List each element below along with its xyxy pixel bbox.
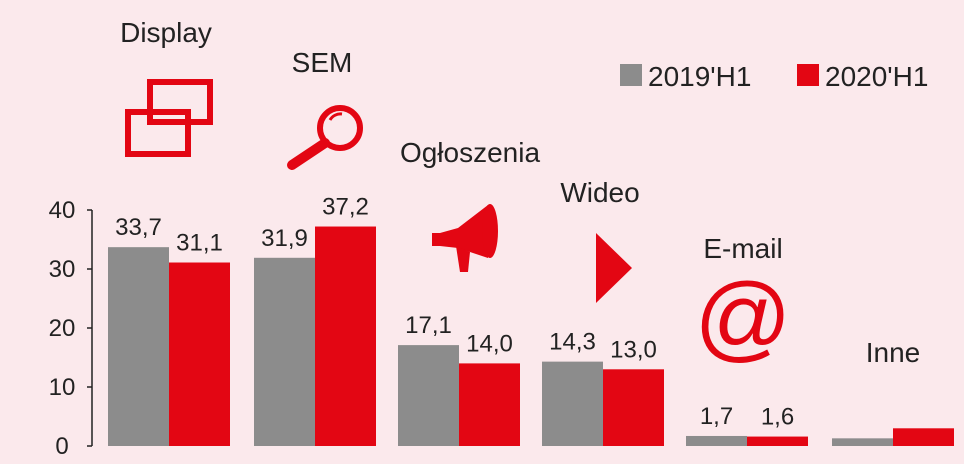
- value-label: 31,9: [261, 225, 308, 252]
- y-tick-label: 10: [49, 374, 76, 401]
- magnifier-icon: [287, 105, 363, 170]
- category-label: Wideo: [560, 177, 639, 208]
- at-sign-icon: @: [694, 264, 791, 371]
- bar-2020H1-0: [169, 262, 230, 446]
- value-label: 17,1: [405, 312, 452, 339]
- bars: [108, 226, 954, 446]
- y-tick-label: 0: [55, 433, 68, 460]
- value-label: 1,7: [700, 403, 733, 430]
- bar-2019H1-2: [398, 345, 459, 446]
- legend: 2019'H1 2020'H1: [620, 61, 928, 92]
- bar-2020H1-5: [893, 428, 954, 446]
- category-label: SEM: [292, 47, 353, 78]
- legend-label-2019: 2019'H1: [648, 61, 751, 92]
- y-ticks: 0 10 20 30 40: [49, 197, 92, 460]
- bar-2020H1-2: [459, 363, 520, 446]
- bar-2019H1-3: [542, 361, 603, 446]
- bar-2019H1-1: [254, 257, 315, 446]
- bar-2019H1-5: [832, 438, 893, 446]
- legend-label-2020: 2020'H1: [825, 61, 928, 92]
- category-label: Inne: [866, 337, 921, 368]
- legend-swatch-2020: [797, 64, 819, 86]
- y-tick-label: 30: [49, 256, 76, 283]
- value-labels: 33,7 31,9 17,1 14,3 1,7 31,1 37,2 14,0 13,0 1,6: [115, 194, 794, 431]
- bar-2019H1-0: [108, 247, 169, 446]
- play-triangle-icon: [596, 233, 632, 303]
- category-label: E-mail: [703, 233, 782, 264]
- svg-text:@: @: [694, 264, 791, 371]
- value-label: 13,0: [610, 336, 657, 363]
- value-label: 1,6: [761, 404, 794, 431]
- megaphone-icon: [432, 204, 498, 272]
- bar-2019H1-4: [686, 435, 747, 446]
- y-tick-label: 20: [49, 315, 76, 342]
- value-label: 14,0: [466, 330, 513, 357]
- y-tick-label: 40: [49, 197, 76, 224]
- display-windows-icon: [125, 79, 213, 157]
- value-label: 33,7: [115, 214, 162, 241]
- value-label: 14,3: [549, 329, 596, 356]
- value-label: 37,2: [322, 194, 369, 221]
- value-label: 31,1: [176, 230, 223, 257]
- bar-2020H1-4: [747, 436, 808, 446]
- bar-2020H1-3: [603, 369, 664, 446]
- category-label: Display: [120, 17, 212, 48]
- category-labels: Display SEM Ogłoszenia Wideo E-mail Inne: [120, 17, 920, 368]
- category-label: Ogłoszenia: [400, 137, 541, 168]
- legend-swatch-2019: [620, 64, 642, 86]
- bar-2020H1-1: [315, 226, 376, 446]
